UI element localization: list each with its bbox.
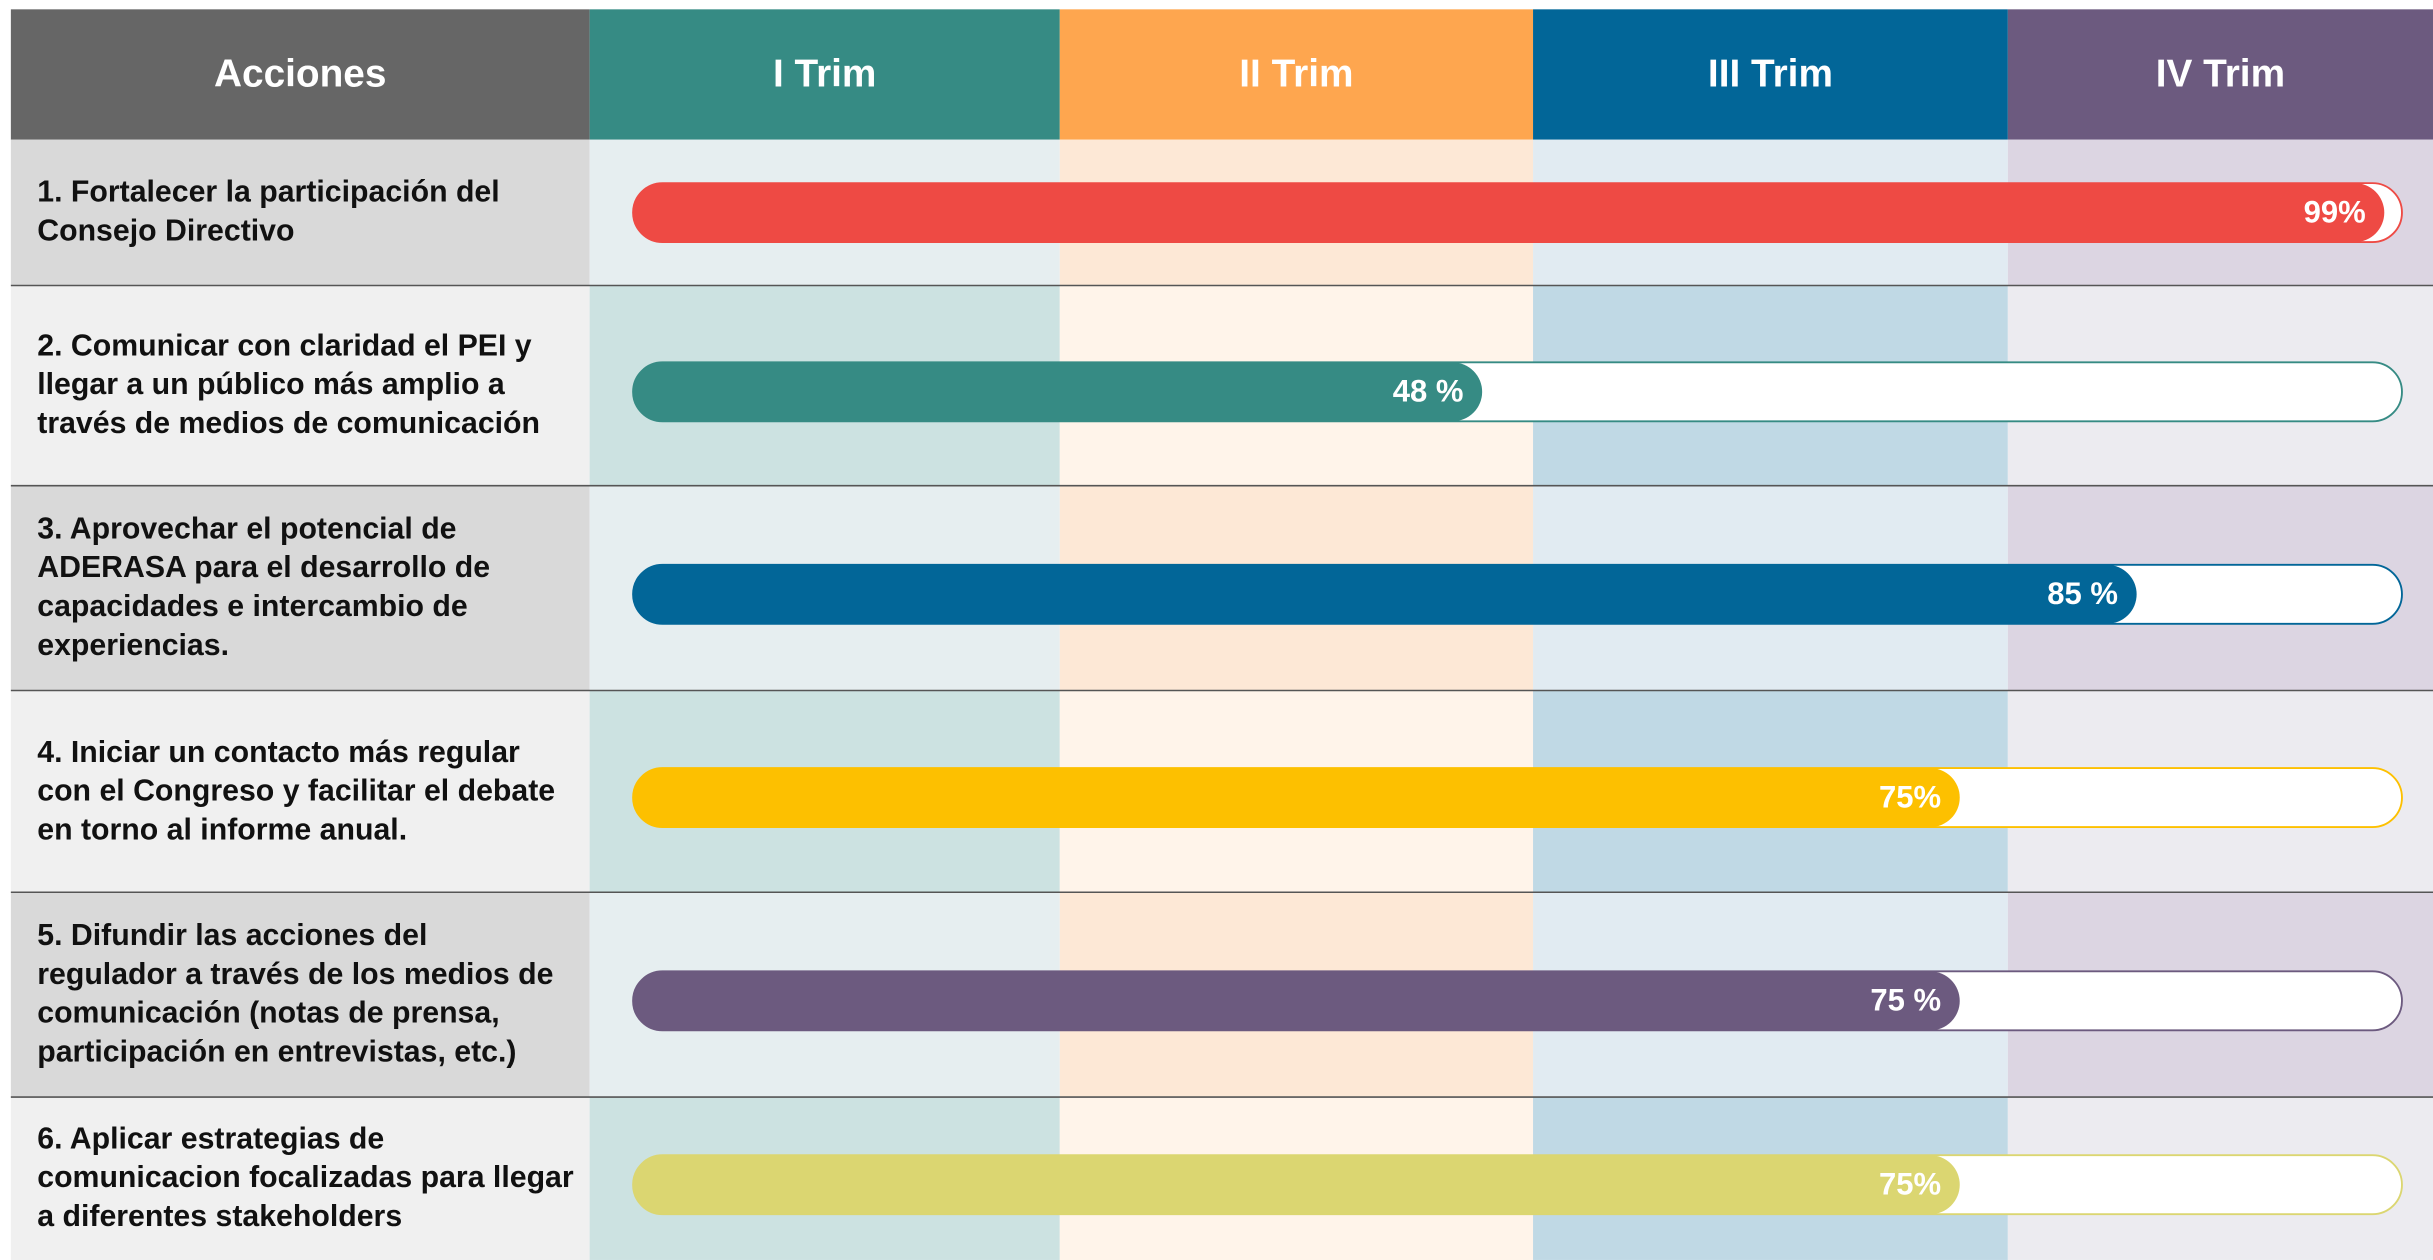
header-cell xyxy=(2007,9,2433,140)
progress-bar xyxy=(633,564,2137,624)
progress-label: 75% xyxy=(1879,1166,1941,1201)
cell-bg xyxy=(10,1097,590,1260)
header-label: Acciones xyxy=(214,52,386,95)
action-text: 2. Comunicar con claridad el PEI y llega… xyxy=(37,328,541,441)
action-text: 3. Aprovechar el potencial de ADERASA pa… xyxy=(37,512,491,663)
progress-label: 75% xyxy=(1879,779,1941,814)
action-text: 4. Iniciar un contacto más regular con e… xyxy=(37,734,556,847)
cell-bg xyxy=(10,485,590,691)
progress-bar xyxy=(633,971,1960,1031)
cell-bg xyxy=(10,690,590,893)
header-cell xyxy=(1059,9,1534,140)
progress-label: 75 % xyxy=(1870,983,1941,1018)
action-cell: 5. Difundir las acciones del regulador a… xyxy=(37,918,554,1070)
action-cell: 4. Iniciar un contacto más regular con e… xyxy=(37,734,556,847)
cell-bg xyxy=(10,285,590,486)
header-cell xyxy=(589,9,1060,140)
progress-label: 99% xyxy=(2304,194,2366,229)
action-cell: 3. Aprovechar el potencial de ADERASA pa… xyxy=(37,512,491,663)
progress-bar xyxy=(633,1155,1960,1215)
action-cell: 2. Comunicar con claridad el PEI y llega… xyxy=(37,328,541,441)
cell-bg xyxy=(10,139,590,286)
header-label: I Trim xyxy=(773,52,876,95)
header-label: II Trim xyxy=(1239,52,1353,95)
action-text: 6. Aplicar estrategias de comunicacion f… xyxy=(37,1121,574,1234)
action-cell: 1. Fortalecer la participación del Conse… xyxy=(37,175,500,249)
progress-label: 48 % xyxy=(1393,374,1464,409)
progress-bar xyxy=(633,183,2385,243)
header-cell xyxy=(10,9,590,140)
header-label: IV Trim xyxy=(2156,52,2285,95)
header-label: III Trim xyxy=(1708,52,1833,95)
progress-bar xyxy=(633,362,1483,422)
header-cell xyxy=(1533,9,2008,140)
cell-bg xyxy=(10,892,590,1098)
progress-bar xyxy=(633,768,1960,828)
action-text: 5. Difundir las acciones del regulador a… xyxy=(37,918,554,1070)
action-text: 1. Fortalecer la participación del Conse… xyxy=(37,175,500,249)
progress-label: 85 % xyxy=(2047,576,2118,611)
action-cell: 6. Aplicar estrategias de comunicacion f… xyxy=(37,1121,574,1234)
